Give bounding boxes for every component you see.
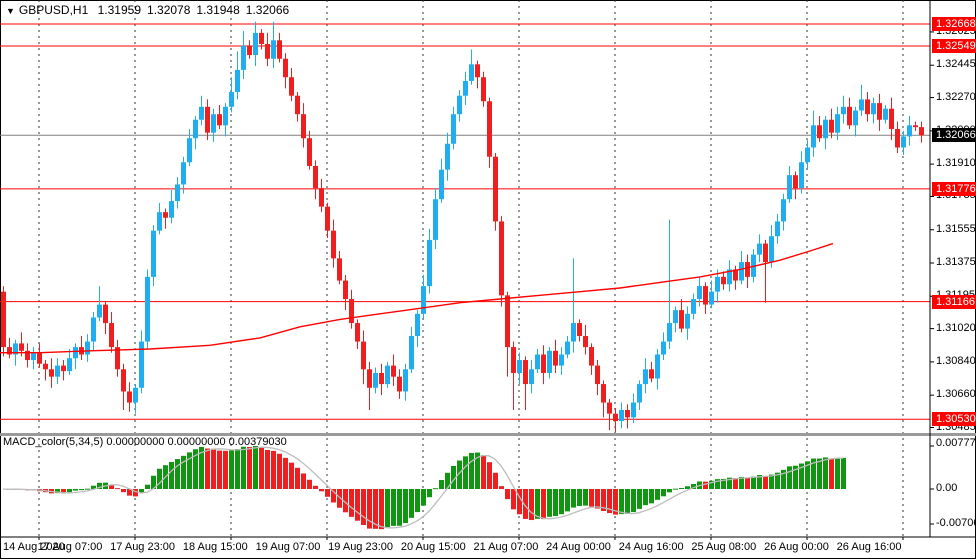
macd-signal-line <box>2 446 844 529</box>
candles-layer <box>1 21 924 433</box>
time-axis-label: 17 Aug 07:00 <box>37 541 103 553</box>
quote-low: 1.31948 <box>196 3 240 17</box>
macd-axis-min: -0.0070646 <box>936 517 976 529</box>
macd-histogram <box>7 446 846 530</box>
ma-line <box>0 242 834 354</box>
price-level-label: 1.32549 <box>932 38 976 53</box>
indicator-values: 0.00000000 0.00000000 0.00379030 <box>106 436 287 448</box>
macd-axis-max: 0.0077783 <box>936 437 976 449</box>
price-tick-label: 1.32445 <box>936 58 976 71</box>
time-axis-label: 21 Aug 07:00 <box>473 541 539 553</box>
time-axis-label: 19 Aug 23:00 <box>328 541 394 553</box>
price-level-label: 1.30530 <box>932 412 976 427</box>
price-tick-label: 1.31910 <box>936 157 976 170</box>
price-level-label: 1.31776 <box>932 181 976 196</box>
time-axis-label: 18 Aug 15:00 <box>182 541 248 553</box>
time-axis-label: 26 Aug 00:00 <box>764 541 829 553</box>
time-axis-label: 14 Aug 2020 <box>3 541 65 553</box>
indicator-label: MACD_color(5,34,5) 0.00000000 0.00000000… <box>3 436 287 448</box>
price-tick-label: 1.31555 <box>936 222 976 235</box>
price-tick-label: 1.30660 <box>936 388 976 401</box>
price-tick-label: 1.31375 <box>936 256 976 268</box>
price-level-label: 1.32668 <box>932 17 976 31</box>
time-axis-label: 24 Aug 00:00 <box>546 541 611 553</box>
macd-axis-zero: 0.00 <box>936 482 958 494</box>
time-axis-label: 24 Aug 16:00 <box>618 541 684 553</box>
price-tick-label: 1.30840 <box>936 354 976 367</box>
symbol-period-label: GBPUSD,H1 <box>18 3 89 17</box>
time-axis-label: 20 Aug 15:00 <box>400 541 466 553</box>
time-axis-label: 25 Aug 08:00 <box>691 541 757 553</box>
price-tick-label: 1.31020 <box>936 321 976 334</box>
current-price-label: 1.32066 <box>932 128 976 143</box>
pane-separator[interactable] <box>0 433 976 436</box>
quote-open: 1.31959 <box>97 3 142 17</box>
time-axis-label: 17 Aug 23:00 <box>110 541 176 553</box>
time-axis-label: 26 Aug 16:00 <box>836 541 902 553</box>
price-level-label: 1.31166 <box>932 294 976 309</box>
chart-title: ▼ GBPUSD,H1 1.31959 1.32078 1.31948 1.32066 <box>6 3 295 17</box>
level-lines[interactable] <box>0 23 930 420</box>
quote-high: 1.32078 <box>147 3 191 17</box>
indicator-name: MACD_color(5,34,5) <box>3 436 104 448</box>
quote-close: 1.32066 <box>245 3 290 17</box>
time-axis-label: 19 Aug 07:00 <box>255 541 321 553</box>
price-tick-label: 1.32270 <box>936 90 976 103</box>
symbol-dropdown-icon[interactable]: ▼ <box>6 6 15 16</box>
